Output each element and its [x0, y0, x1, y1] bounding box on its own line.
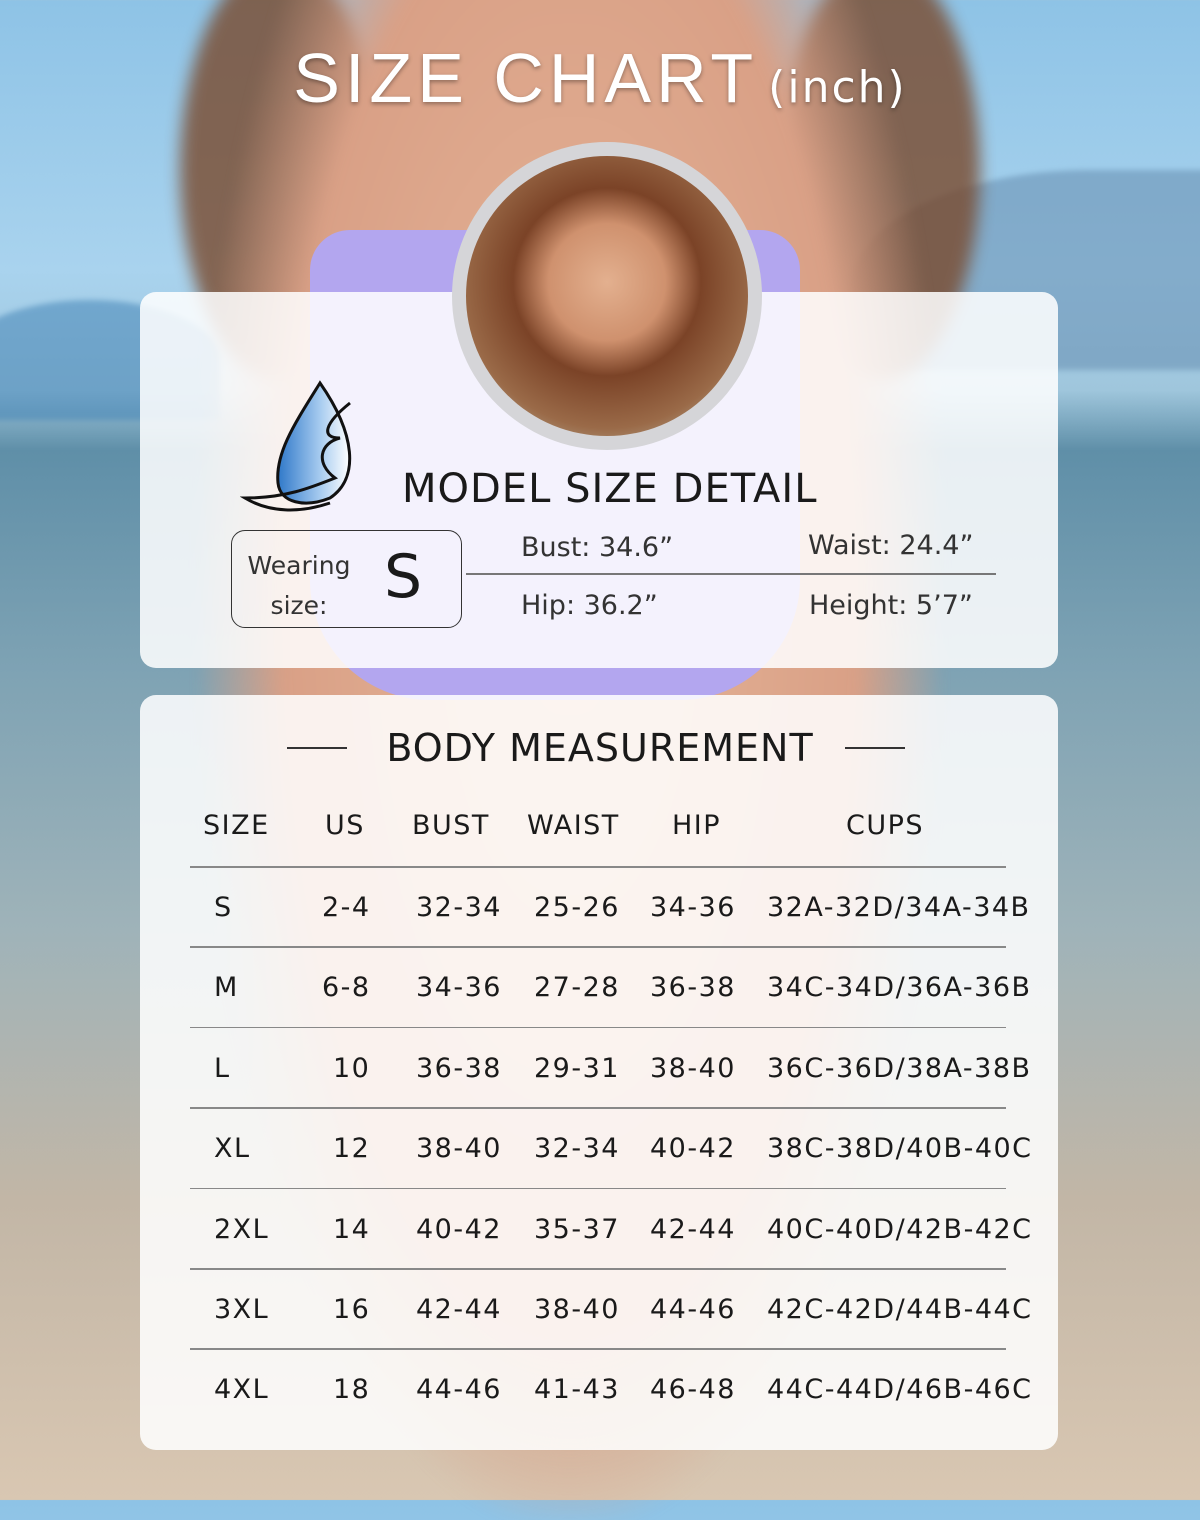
row-divider: [190, 1348, 1006, 1350]
table-cell: 46-48: [650, 1374, 736, 1406]
table-cell: 6-8: [322, 972, 371, 1004]
table-cell: 32-34: [534, 1133, 620, 1165]
table-cell: 38-40: [650, 1052, 736, 1084]
page-title: SIZE CHART (inch): [0, 38, 1200, 118]
row-divider: [190, 1187, 1006, 1190]
model-waist: Waist: 24.4”: [808, 530, 974, 561]
column-header: US: [325, 810, 365, 841]
title-unit: (inch): [768, 62, 907, 113]
table-cell: 34C-34D/36A-36B: [767, 972, 1032, 1004]
table-cell: 29-31: [534, 1052, 620, 1084]
table-cell: 44-46: [650, 1294, 736, 1325]
body-measurement-heading: BODY MEASUREMENT: [386, 726, 814, 770]
table-cell: 35-37: [534, 1213, 620, 1245]
model-hip: Hip: 36.2”: [521, 590, 658, 621]
table-cell: 38-40: [416, 1133, 502, 1165]
table-cell: 44-46: [416, 1374, 502, 1406]
wearing-size-label: Wearing size:: [247, 551, 351, 620]
table-cell: 41-43: [534, 1374, 620, 1406]
table-cell: 12: [333, 1133, 371, 1165]
table-cell: 42C-42D/44B-44C: [767, 1294, 1033, 1325]
table-cell: 32-34: [416, 892, 502, 923]
table-cell: 38C-38D/40B-40C: [767, 1133, 1033, 1165]
table-cell: 36C-36D/38A-38B: [767, 1052, 1032, 1084]
model-avatar: [452, 142, 762, 450]
row-divider: [190, 946, 1006, 948]
table-cell: 10: [333, 1052, 371, 1084]
table-cell: 42-44: [650, 1213, 736, 1245]
row-divider: [190, 1026, 1006, 1029]
table-cell: 2XL: [214, 1213, 270, 1245]
column-header: CUPS: [846, 810, 925, 841]
divider: [287, 747, 347, 749]
table-cell: 36-38: [416, 1052, 502, 1084]
model-height: Height: 5’7”: [809, 590, 973, 621]
table-cell: 2-4: [322, 892, 371, 923]
table-cell: 3XL: [214, 1294, 270, 1325]
table-cell: 40-42: [416, 1213, 502, 1245]
table-cell: 34-36: [416, 972, 502, 1004]
divider: [845, 747, 905, 749]
title-main: SIZE CHART: [293, 39, 759, 117]
row-divider: [190, 1107, 1006, 1109]
table-cell: XL: [214, 1133, 251, 1165]
wearing-size-box: [231, 530, 462, 628]
table-cell: 36-38: [650, 972, 736, 1004]
table-cell: 38-40: [534, 1294, 620, 1325]
divider: [466, 573, 996, 575]
table-cell: 14: [333, 1213, 371, 1245]
table-cell: 40C-40D/42B-42C: [767, 1213, 1033, 1245]
brand-logo-icon: [240, 380, 352, 512]
model-size-heading: MODEL SIZE DETAIL: [402, 466, 818, 512]
table-cell: 32A-32D/34A-34B: [767, 892, 1031, 923]
table-cell: 25-26: [534, 892, 620, 923]
row-divider: [190, 1268, 1006, 1270]
table-cell: 40-42: [650, 1133, 736, 1165]
table-cell: 27-28: [534, 972, 620, 1004]
table-cell: 18: [333, 1374, 371, 1406]
body-measurement-panel: [140, 695, 1058, 1450]
column-header: HIP: [672, 810, 722, 841]
table-cell: 42-44: [416, 1294, 502, 1325]
table-cell: 34-36: [650, 892, 736, 923]
table-cell: 16: [333, 1294, 371, 1325]
table-cell: 4XL: [214, 1374, 270, 1406]
table-cell: M: [214, 972, 239, 1004]
table-cell: S: [214, 892, 233, 923]
model-bust: Bust: 34.6”: [521, 532, 674, 563]
wearing-size-value: S: [384, 542, 423, 612]
row-divider: [190, 866, 1006, 868]
column-header: SIZE: [203, 810, 270, 841]
table-cell: 44C-44D/46B-46C: [767, 1374, 1033, 1406]
column-header: BUST: [412, 810, 490, 841]
table-cell: L: [214, 1052, 231, 1084]
column-header: WAIST: [527, 810, 620, 841]
